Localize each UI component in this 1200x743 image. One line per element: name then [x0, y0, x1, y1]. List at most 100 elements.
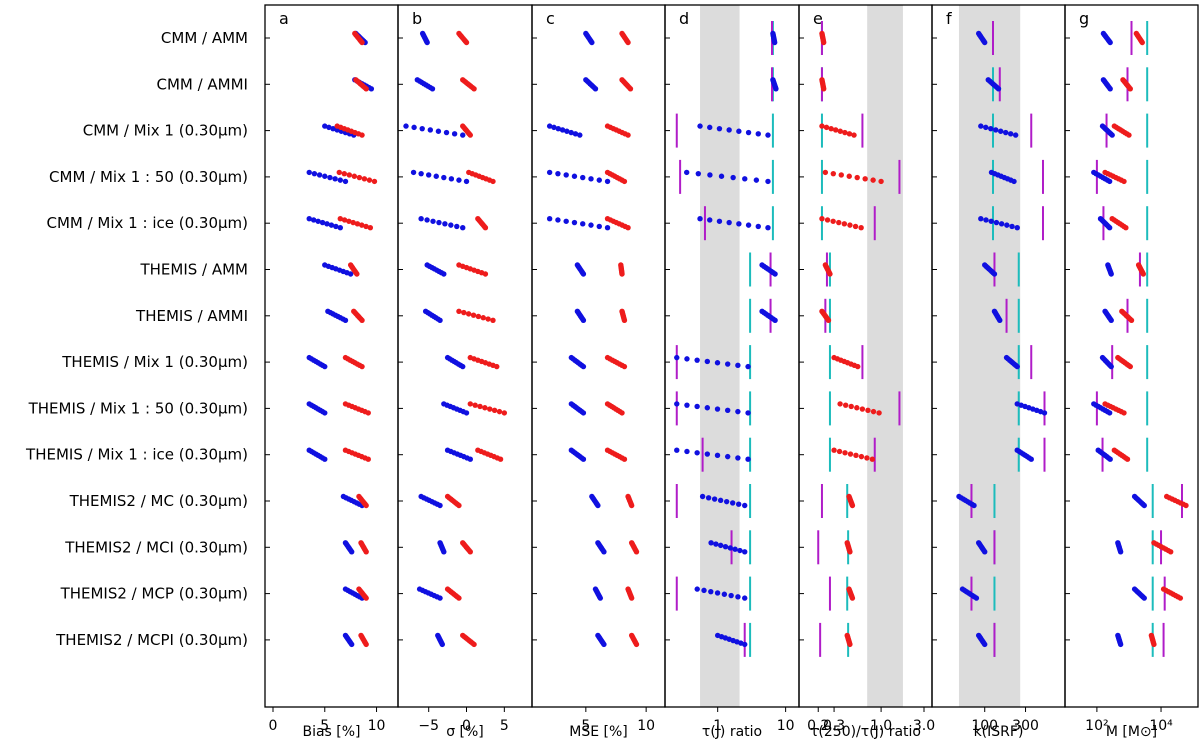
x-tick-label: 0.3 — [823, 718, 845, 734]
red-data-point — [825, 317, 832, 323]
blue-data-point — [411, 124, 417, 131]
red-data-point — [846, 131, 853, 137]
blue-data-point — [322, 173, 328, 179]
blue-data-point — [433, 173, 439, 179]
blue-data-point — [717, 542, 724, 549]
red-data-point — [1167, 549, 1174, 555]
shaded-band — [958, 5, 1021, 707]
blue-data-point — [437, 317, 443, 323]
blue-data-point — [742, 549, 748, 555]
red-data-point — [627, 86, 634, 92]
blue-data-point — [580, 317, 587, 323]
panel-frame — [798, 4, 933, 708]
blue-data-point — [745, 410, 751, 416]
red-data-point — [876, 410, 882, 416]
blue-data-point — [368, 86, 375, 92]
blue-data-point — [745, 129, 752, 136]
blue-data-point — [568, 129, 574, 136]
blue-data-point — [694, 357, 700, 363]
blue-data-point — [772, 317, 778, 323]
blue-data-point — [684, 356, 690, 362]
blue-data-point — [555, 125, 561, 132]
blue-data-point — [995, 86, 1002, 92]
red-data-point — [851, 132, 857, 138]
red-data-point — [480, 315, 486, 321]
red-data-point — [621, 456, 628, 462]
x-tick-label: 1 — [713, 718, 722, 734]
red-data-point — [490, 178, 496, 185]
blue-data-point — [736, 221, 742, 227]
blue-data-point — [418, 216, 424, 222]
red-data-point — [490, 317, 496, 323]
blue-data-point — [439, 641, 446, 648]
red-data-point — [819, 123, 825, 129]
blue-data-point — [735, 594, 741, 600]
red-data-point — [621, 178, 628, 185]
blue-data-point — [601, 549, 607, 555]
red-data-point — [842, 402, 849, 408]
blue-data-point — [424, 217, 430, 223]
blue-data-point — [460, 363, 466, 370]
blue-data-point — [1004, 222, 1010, 228]
blue-data-point — [326, 124, 332, 131]
blue-data-point — [580, 174, 586, 181]
blue-data-point — [322, 123, 328, 129]
blue-data-point — [713, 541, 719, 547]
panel-e: e 0.20.3 1.0 3.0τ(250)/τ(J) ratio — [798, 4, 935, 740]
blue-data-point — [437, 502, 443, 509]
blue-data-point — [1108, 317, 1114, 323]
x-tick-label: 5 — [320, 718, 329, 734]
blue-data-point — [1117, 641, 1124, 648]
shaded-band — [700, 5, 740, 707]
blue-data-point — [697, 216, 703, 222]
blue-data-point — [563, 218, 569, 224]
x-tick-label: 0.2 — [807, 718, 829, 734]
red-data-point — [838, 172, 844, 178]
blue-data-point — [441, 549, 447, 555]
red-data-point — [1183, 502, 1189, 509]
red-data-point — [359, 317, 365, 323]
blue-data-point — [742, 641, 748, 648]
panel-frame — [397, 4, 533, 708]
blue-data-point — [348, 549, 355, 555]
red-data-point — [853, 452, 859, 459]
red-data-point — [371, 178, 378, 185]
blue-data-point — [772, 271, 778, 277]
blue-data-point — [333, 223, 339, 230]
blue-data-point — [1007, 131, 1014, 137]
red-data-point — [628, 502, 635, 509]
red-data-point — [363, 549, 369, 555]
blue-data-point — [726, 127, 732, 133]
blue-data-point — [1028, 456, 1034, 462]
red-data-point — [351, 173, 358, 179]
red-data-point — [852, 223, 859, 230]
red-data-point — [848, 403, 854, 410]
blue-data-point — [347, 271, 354, 277]
red-data-point — [625, 225, 631, 231]
blue-data-point — [704, 405, 711, 411]
blue-data-point — [978, 216, 984, 222]
red-data-point — [849, 595, 856, 601]
blue-data-point — [443, 129, 450, 136]
blue-data-point — [724, 453, 731, 460]
blue-data-point — [735, 501, 742, 507]
blue-data-point — [319, 219, 326, 226]
red-data-point — [465, 311, 472, 317]
red-data-point — [847, 451, 854, 457]
red-data-point — [363, 595, 369, 601]
blue-data-point — [704, 358, 711, 365]
blue-data-point — [430, 218, 436, 224]
x-tick-label: 1.0 — [870, 718, 892, 734]
blue-data-point — [437, 595, 443, 601]
blue-data-point — [589, 39, 595, 46]
blue-data-point — [592, 86, 599, 92]
panel-letter: g — [1079, 9, 1089, 28]
blue-data-point — [705, 495, 712, 501]
red-data-point — [1140, 271, 1147, 277]
red-data-point — [354, 221, 361, 227]
blue-data-point — [755, 223, 761, 230]
blue-data-point — [1012, 132, 1019, 138]
blue-data-point — [310, 217, 317, 223]
blue-data-point — [684, 448, 690, 455]
